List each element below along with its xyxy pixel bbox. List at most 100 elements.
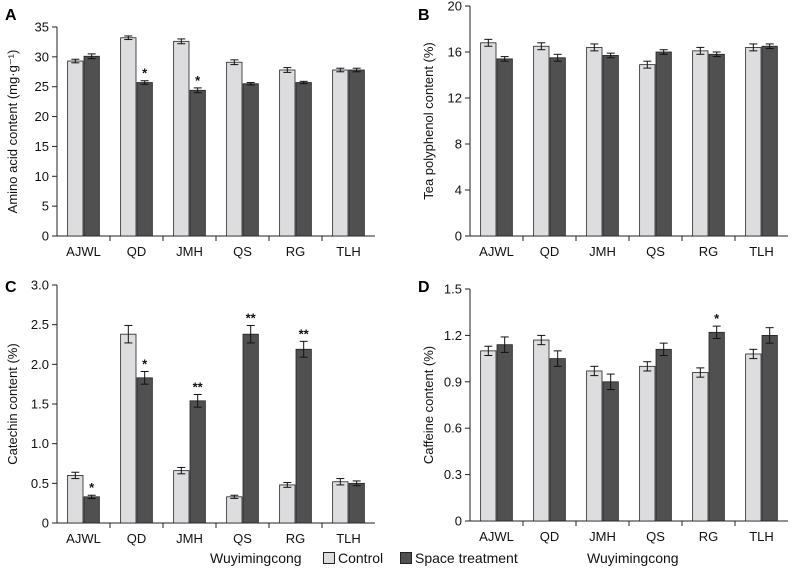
- bar-a-rg-space-treatment: [295, 82, 312, 237]
- bar-b-jmh-control: [586, 47, 603, 237]
- bar-c-qd-control: [120, 333, 137, 524]
- y-tick-label-d-5: 1.5: [444, 282, 462, 297]
- error-bar-a-qd-0: [124, 35, 133, 41]
- error-bar-a-rg-0: [283, 67, 292, 73]
- x-tick-label-c-2: JMH: [176, 531, 203, 546]
- bar-b-tlh-control: [745, 47, 762, 237]
- error-bar-d-qd-0: [537, 334, 546, 346]
- panel-label-b: B: [418, 7, 430, 24]
- error-bar-d-tlh-0: [749, 348, 758, 360]
- x-tick-label-c-1: QD: [127, 531, 147, 546]
- error-bar-d-rg-0: [696, 367, 705, 378]
- y-tick-label-a-4: 20: [35, 109, 49, 124]
- bar-d-qd-space-treatment: [549, 358, 566, 522]
- error-bar-d-qs-0: [643, 361, 652, 372]
- error-bar-a-qd-1: [140, 80, 149, 85]
- y-tick-label-a-5: 25: [35, 79, 49, 94]
- legend-swatch-space-treatment: [400, 552, 412, 564]
- x-axis-title-left: Wuyimingcong: [210, 550, 302, 566]
- error-bar-a-qs-0: [230, 59, 239, 66]
- legend-label-control: Control: [338, 550, 384, 566]
- x-tick-label-c-5: TLH: [336, 531, 361, 546]
- y-tick-label-a-0: 0: [42, 229, 49, 244]
- y-tick-label-a-7: 35: [35, 20, 49, 35]
- bar-c-tlh-space-treatment: [348, 482, 365, 524]
- error-bar-a-jmh-0: [177, 38, 186, 45]
- error-bar-c-qd-1: [140, 370, 149, 385]
- bar-a-qs-control: [226, 61, 243, 237]
- y-tick-label-c-2: 1.0: [31, 436, 49, 451]
- legend-swatch-control: [323, 552, 335, 564]
- x-tick-label-c-4: RG: [286, 531, 306, 546]
- y-tick-label-c-6: 3.0: [31, 278, 49, 293]
- y-tick-label-c-3: 1.5: [31, 397, 49, 412]
- x-tick-label-d-1: QD: [540, 529, 560, 544]
- bar-a-qs-space-treatment: [242, 83, 259, 237]
- y-axis-title-b: Tea polyphenol content (%): [421, 42, 436, 200]
- y-tick-label-b-0: 0: [455, 229, 462, 244]
- x-tick-label-c-3: QS: [233, 531, 252, 546]
- y-tick-label-c-0: 0: [42, 516, 49, 531]
- x-tick-label-b-2: JMH: [589, 244, 616, 259]
- bar-d-ajwl-space-treatment: [496, 344, 513, 522]
- error-bar-d-qs-1: [659, 342, 668, 357]
- bar-a-qd-space-treatment: [136, 82, 153, 237]
- error-bar-c-ajwl-0: [71, 471, 80, 480]
- y-axis-title-c: Catechin content (%): [5, 343, 20, 464]
- bar-d-jmh-control: [586, 370, 603, 522]
- error-bar-c-qs-1: [246, 324, 255, 344]
- bar-d-rg-space-treatment: [708, 331, 725, 522]
- panel-label-c: C: [5, 279, 17, 296]
- bar-b-qd-control: [533, 45, 550, 237]
- chart-panel-a: A Amino acid content (mg·g⁻¹) 0 5 10 15 20 25 30…: [5, 7, 375, 259]
- error-bar-c-jmh-1: [193, 393, 202, 408]
- error-bar-c-tlh-1: [352, 480, 361, 487]
- y-tick-label-a-2: 10: [35, 169, 49, 184]
- significance-marker-c-qs: **: [246, 310, 257, 325]
- y-tick-label-d-4: 1.2: [444, 328, 462, 343]
- x-tick-label-a-3: QS: [233, 244, 252, 259]
- bar-d-qs-space-treatment: [655, 348, 672, 522]
- y-tick-label-b-5: 20: [448, 0, 462, 14]
- bar-a-qd-control: [120, 37, 137, 237]
- chart-panel-d: D Caffeine content (%) 0 0.3 0.6 0.9 1.2 1.5 AJW…: [418, 279, 788, 544]
- x-axis-title-right: Wuyimingcong: [587, 550, 679, 566]
- error-bar-a-ajwl-1: [87, 53, 96, 60]
- error-bar-d-jmh-1: [606, 373, 615, 391]
- error-bar-c-jmh-0: [177, 466, 186, 475]
- error-bar-b-ajwl-0: [484, 38, 493, 47]
- panel-label-a: A: [5, 7, 17, 24]
- bar-c-ajwl-space-treatment: [83, 496, 100, 524]
- bar-b-ajwl-control: [480, 42, 497, 237]
- error-bar-a-ajwl-0: [71, 58, 80, 64]
- error-bar-b-ajwl-1: [500, 56, 509, 62]
- error-bar-a-qs-1: [246, 82, 255, 86]
- error-bar-c-rg-1: [299, 340, 308, 358]
- significance-marker-a-jmh: *: [195, 73, 201, 88]
- bar-c-qs-control: [226, 496, 243, 524]
- error-bar-d-rg-1: [712, 325, 721, 339]
- error-bar-b-qd-0: [537, 42, 546, 51]
- x-tick-label-b-3: QS: [646, 244, 665, 259]
- error-bar-a-rg-1: [299, 80, 308, 85]
- x-tick-label-c-0: AJWL: [66, 531, 101, 546]
- y-axis-title-d: Caffeine content (%): [421, 346, 436, 464]
- significance-marker-c-jmh: **: [193, 379, 204, 394]
- x-tick-label-b-1: QD: [540, 244, 560, 259]
- error-bar-b-rg-0: [696, 46, 705, 55]
- bar-d-tlh-control: [745, 353, 762, 522]
- y-tick-label-a-1: 5: [42, 199, 49, 214]
- x-tick-label-a-5: TLH: [336, 244, 361, 259]
- bar-a-jmh-space-treatment: [189, 89, 206, 237]
- significance-marker-c-ajwl: *: [89, 480, 95, 495]
- bar-b-qd-space-treatment: [549, 57, 566, 237]
- bar-a-tlh-control: [332, 69, 349, 237]
- y-tick-label-d-2: 0.6: [444, 421, 462, 436]
- error-bar-b-rg-1: [712, 51, 721, 58]
- x-tick-label-d-2: JMH: [589, 529, 616, 544]
- bar-d-rg-control: [692, 372, 709, 522]
- bar-d-qd-control: [533, 339, 550, 522]
- bar-b-rg-space-treatment: [708, 53, 725, 237]
- significance-marker-d-rg: *: [714, 311, 720, 326]
